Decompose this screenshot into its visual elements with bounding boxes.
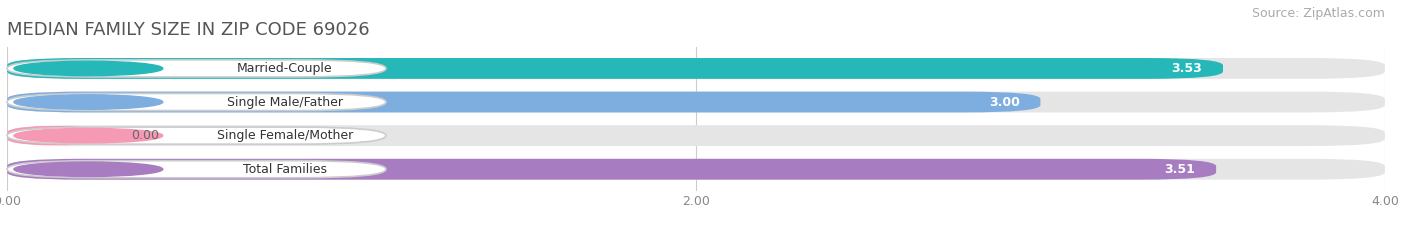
Text: MEDIAN FAMILY SIZE IN ZIP CODE 69026: MEDIAN FAMILY SIZE IN ZIP CODE 69026 [7, 21, 370, 39]
Text: Total Families: Total Families [243, 163, 326, 176]
Text: 3.00: 3.00 [988, 96, 1019, 109]
FancyBboxPatch shape [7, 125, 104, 146]
Circle shape [14, 128, 163, 143]
FancyBboxPatch shape [7, 58, 1385, 79]
FancyBboxPatch shape [7, 60, 387, 77]
Circle shape [14, 95, 163, 109]
Text: Single Male/Father: Single Male/Father [226, 96, 343, 109]
FancyBboxPatch shape [7, 92, 1385, 113]
Circle shape [14, 61, 163, 76]
FancyBboxPatch shape [7, 159, 1216, 180]
FancyBboxPatch shape [7, 125, 1385, 146]
FancyBboxPatch shape [7, 161, 387, 178]
FancyBboxPatch shape [7, 127, 387, 144]
Text: Source: ZipAtlas.com: Source: ZipAtlas.com [1251, 7, 1385, 20]
FancyBboxPatch shape [7, 58, 1223, 79]
Text: 0.00: 0.00 [131, 129, 159, 142]
FancyBboxPatch shape [7, 92, 1040, 113]
Circle shape [14, 162, 163, 176]
Text: 3.51: 3.51 [1164, 163, 1195, 176]
FancyBboxPatch shape [7, 159, 1385, 180]
Text: 3.53: 3.53 [1171, 62, 1202, 75]
Text: Single Female/Mother: Single Female/Mother [217, 129, 353, 142]
FancyBboxPatch shape [7, 93, 387, 111]
Text: Married-Couple: Married-Couple [236, 62, 332, 75]
